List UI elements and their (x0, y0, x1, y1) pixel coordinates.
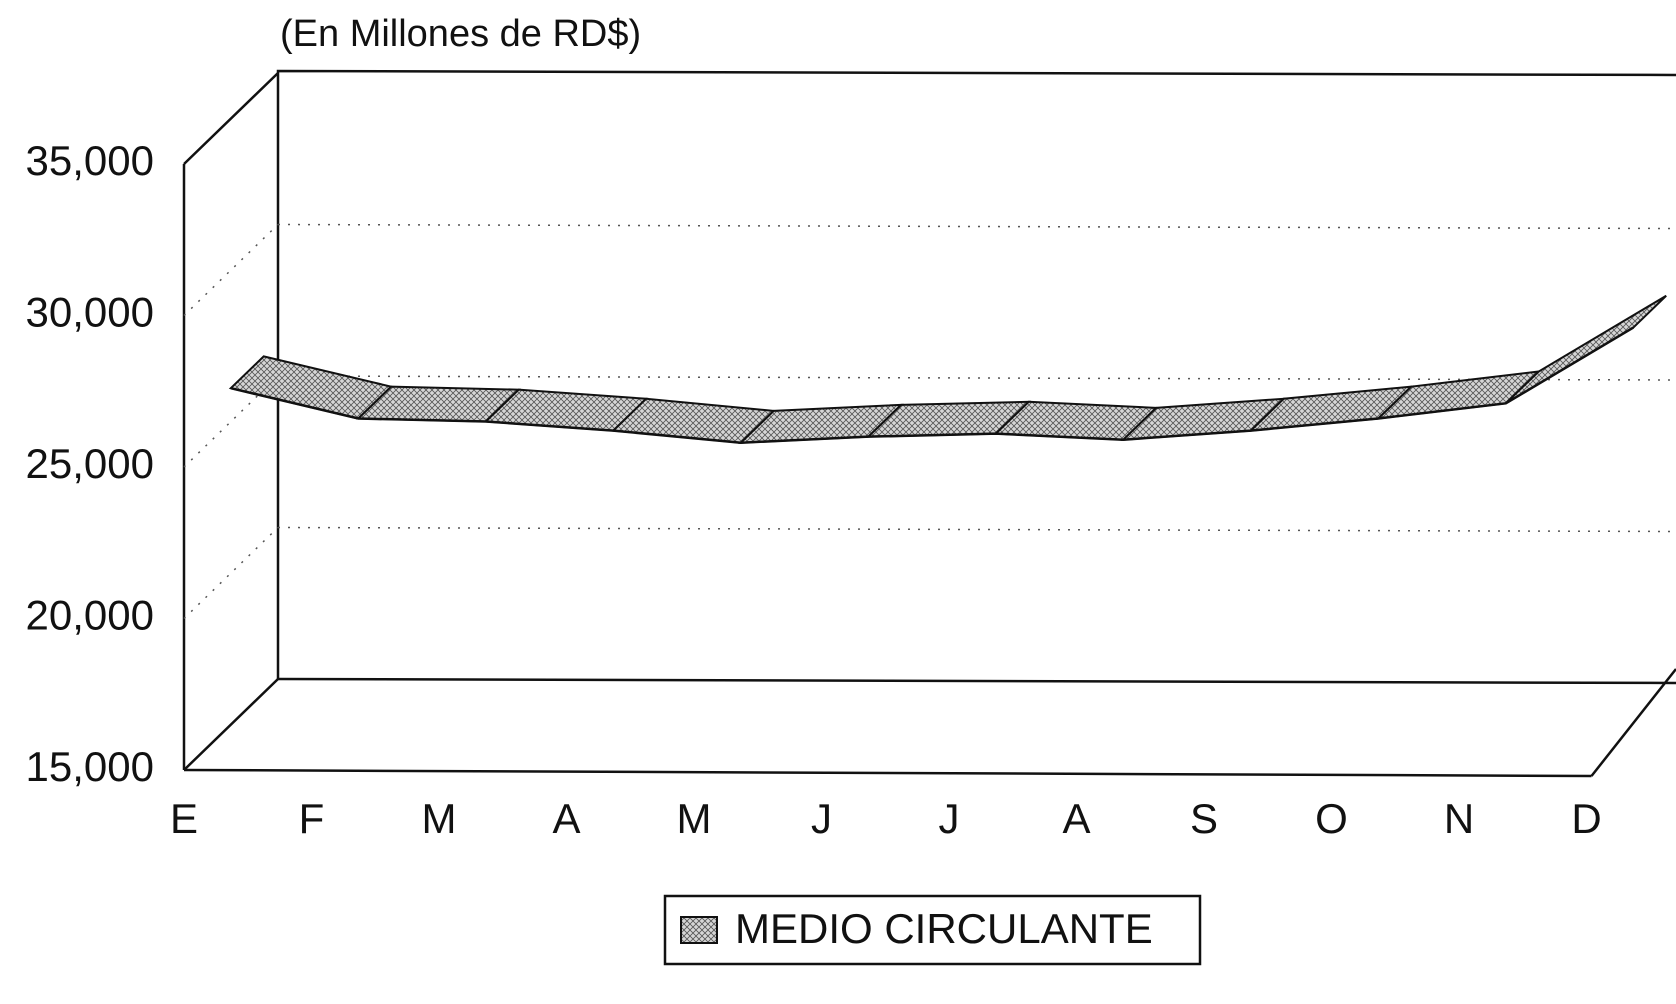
grid-line-depth (183, 526, 279, 620)
ribbon-segment (1505, 294, 1667, 405)
x-tick-label: F (299, 795, 325, 842)
x-tick-label: D (1571, 795, 1601, 842)
y-tick-label: 30,000 (26, 289, 154, 336)
back-wall (276, 69, 1676, 679)
left-depth-floor (183, 678, 279, 771)
y-tick-label: 20,000 (26, 592, 154, 639)
grid-line-depth (183, 375, 279, 468)
grid-line (277, 223, 1676, 230)
back-floor-edge (277, 677, 1676, 685)
ribbon-front-edge (230, 326, 1634, 444)
right-depth-floor (1590, 668, 1676, 777)
legend-label: MEDIO CIRCULANTE (735, 905, 1153, 952)
left-depth-top (183, 72, 279, 165)
x-tick-label: N (1444, 795, 1474, 842)
grid-line-depth (183, 223, 279, 317)
legend-box (663, 894, 1202, 966)
x-axis (183, 768, 1592, 778)
x-tick-label: O (1315, 795, 1348, 842)
grid-line (277, 526, 1676, 533)
y-tick-label: 25,000 (26, 440, 154, 487)
y-tick-label: 15,000 (26, 743, 154, 790)
x-tick-label: M (422, 795, 457, 842)
x-tick-label: M (677, 795, 712, 842)
chart-title: (En Millones de RD$) (280, 13, 641, 55)
x-tick-label: J (811, 795, 832, 842)
x-tick-label: E (170, 795, 198, 842)
x-tick-label: A (552, 795, 580, 842)
x-tick-label: S (1190, 795, 1218, 842)
y-tick-label: 35,000 (26, 137, 154, 184)
x-tick-label: A (1062, 795, 1090, 842)
legend-swatch (680, 916, 718, 944)
x-tick-label: J (939, 795, 960, 842)
